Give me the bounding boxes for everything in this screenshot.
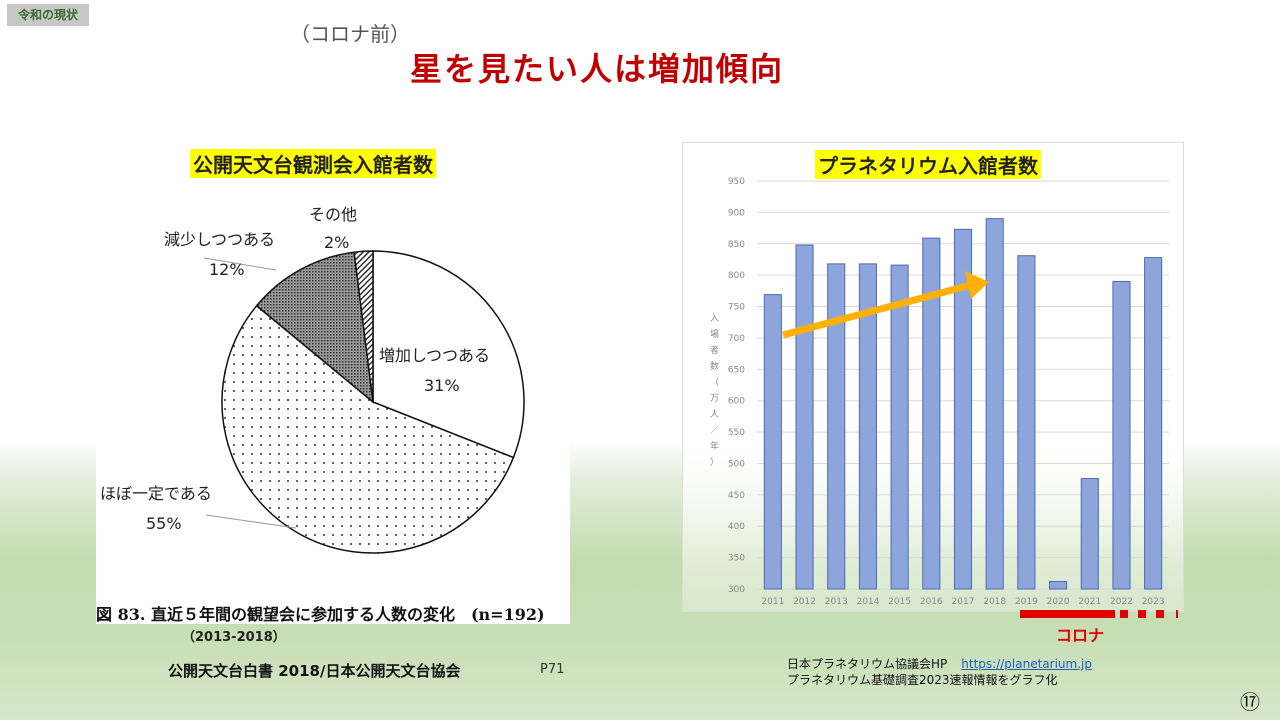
bar-chart: 300 350 400 450 500 550 600 650 700 750 800 850 900 9…	[710, 177, 1169, 607]
y-tick-label: 300	[728, 585, 745, 595]
pie-period: （2013-2018）	[182, 630, 286, 645]
slide-title: 星を見たい人は増加傾向	[410, 50, 785, 88]
y-tick-label: 750	[728, 303, 745, 313]
x-tick-label: 2022	[1110, 597, 1133, 607]
slice-label: 増加しつつある	[379, 346, 490, 365]
subtitle: （コロナ前）	[290, 22, 410, 46]
slice-label: ほぼ一定である	[100, 484, 212, 503]
pie-slice	[353, 250, 374, 403]
y-tick-label: 650	[728, 365, 745, 375]
slice-label: 減少しつつある	[164, 230, 275, 249]
bar	[1112, 280, 1131, 590]
pie-source-page: P71	[540, 662, 565, 677]
bar	[985, 218, 1004, 590]
page-number: ⑰	[1240, 690, 1260, 714]
slice-value: 12%	[209, 260, 245, 279]
x-tick-label: 2017	[952, 597, 975, 607]
y-tick-label: 600	[728, 397, 745, 407]
bar	[1080, 478, 1099, 590]
y-tick-label: 700	[728, 334, 745, 344]
bar	[922, 237, 941, 590]
bar	[827, 263, 846, 590]
bar	[858, 263, 877, 590]
footer-note: プラネタリウム基礎調査2023速報情報をグラフ化	[787, 673, 1058, 687]
bar-title: プラネタリウム入館者数	[815, 150, 1041, 179]
leader-line	[203, 257, 277, 271]
x-tick-label: 2019	[1015, 597, 1038, 607]
pie-slice	[372, 250, 525, 459]
bar	[1017, 255, 1036, 590]
y-axis-label: 入場者数（万人／年）	[710, 313, 719, 468]
bar	[1144, 257, 1163, 590]
x-tick-label: 2012	[793, 597, 816, 607]
footer-source: 日本プラネタリウム協議会HP https://planetarium.jp プラネ…	[787, 656, 1092, 688]
x-tick-label: 2020	[1047, 597, 1070, 607]
x-tick-label: 2015	[888, 597, 911, 607]
bar	[953, 228, 973, 590]
y-tick-label: 400	[728, 522, 745, 532]
y-tick-label: 900	[728, 208, 745, 218]
y-tick-label: 850	[728, 240, 745, 250]
y-tick-label: 450	[728, 491, 745, 501]
corona-period-line	[1020, 610, 1178, 618]
slice-value: 31%	[424, 376, 460, 395]
y-tick-label: 550	[728, 428, 745, 438]
y-tick-label: 500	[728, 459, 745, 469]
trend-arrow	[782, 281, 972, 339]
bar-chart-panel: 300 350 400 450 500 550 600 650 700 750 800 850 900 9…	[682, 142, 1184, 612]
section-tag: 令和の現状	[7, 4, 89, 26]
pie-slice	[221, 304, 515, 554]
footer-link[interactable]: https://planetarium.jp	[961, 657, 1092, 671]
bar	[795, 244, 814, 590]
bar	[763, 294, 782, 590]
x-tick-label: 2011	[761, 597, 784, 607]
x-tick-label: 2014	[856, 597, 879, 607]
y-tick-label: 350	[728, 554, 745, 564]
pie-source: 公開天文台白書 2018/日本公開天文台協会	[168, 662, 461, 680]
y-tick-label: 950	[728, 177, 745, 187]
pie-figure: 増加しつつある 31% ほぼ一定である 55% 減少しつつある 12% その他 …	[96, 190, 570, 624]
bar	[890, 264, 909, 590]
x-tick-label: 2016	[920, 597, 943, 607]
slice-label: その他	[309, 205, 357, 224]
x-tick-label: 2021	[1078, 597, 1101, 607]
bar	[1049, 580, 1068, 590]
pie-title: 公開天文台観測会入館者数	[190, 149, 436, 178]
x-tick-label: 2013	[825, 597, 848, 607]
slice-value: 55%	[146, 514, 182, 533]
pie-slice	[255, 251, 374, 404]
trend-arrowhead	[965, 271, 989, 299]
footer-org: 日本プラネタリウム協議会HP	[787, 657, 948, 671]
y-tick-label: 800	[728, 271, 745, 281]
leader-line	[205, 514, 297, 529]
slice-value: 2%	[324, 233, 349, 252]
pie-caption: 図 83. 直近５年間の観望会に参加する人数の変化 (n=192)	[96, 605, 545, 624]
pie-chart: 増加しつつある 31% ほぼ一定である 55% 減少しつつある 12% その他 …	[100, 205, 525, 554]
x-tick-label: 2018	[983, 597, 1006, 607]
corona-label: コロナ	[1056, 626, 1105, 645]
x-tick-label: 2023	[1142, 597, 1165, 607]
